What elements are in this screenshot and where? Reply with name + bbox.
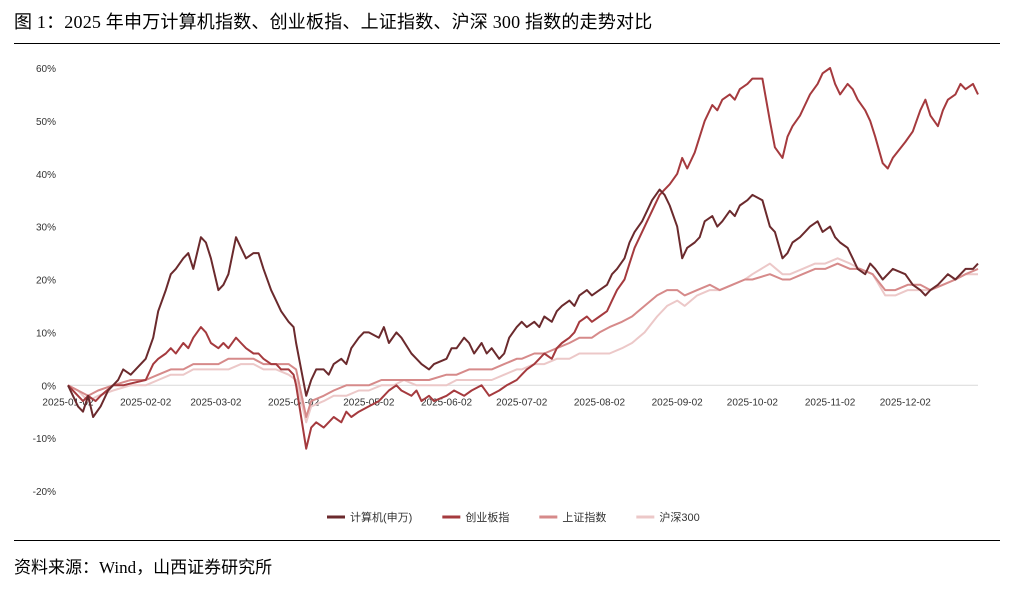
source-note: 资料来源：Wind，山西证券研究所 bbox=[14, 558, 273, 577]
x-tick-label: 2025-01-02 bbox=[42, 397, 94, 408]
x-tick-label: 2025-08-02 bbox=[574, 397, 626, 408]
y-tick-label: 40% bbox=[36, 170, 56, 181]
line-chart: -20%-10%0%10%20%30%40%50%60% 2025-01-02 2… bbox=[33, 64, 979, 524]
bottom-divider bbox=[14, 540, 1000, 541]
series-line-3 bbox=[67, 262, 979, 418]
series-line-4 bbox=[67, 257, 978, 424]
x-axis: 2025-01-02 2025-02-02 2025-03-02 2025-04-02… bbox=[42, 384, 978, 408]
y-tick-label: -20% bbox=[33, 487, 56, 498]
legend-item-2: 创业板指 bbox=[442, 510, 509, 524]
x-tick-label: 2025-12-02 bbox=[880, 397, 932, 408]
y-tick-label: 60% bbox=[36, 64, 56, 75]
legend-item-3: 上证指数 bbox=[539, 510, 606, 524]
legend-item-1: 计算机(申万) bbox=[327, 510, 412, 524]
legend-label: 计算机(申万) bbox=[350, 510, 412, 524]
x-tick-label: 2025-04-02 bbox=[268, 397, 320, 408]
x-tick-label: 2025-02-02 bbox=[120, 397, 172, 408]
x-tick-label: 2025-06-02 bbox=[421, 397, 473, 408]
legend-label: 沪深300 bbox=[659, 510, 699, 524]
x-tick-label: 2025-10-02 bbox=[727, 397, 779, 408]
x-tick-label: 2025-03-02 bbox=[190, 397, 242, 408]
y-tick-label: 0% bbox=[42, 381, 57, 392]
y-tick-label: -10% bbox=[33, 434, 56, 445]
x-tick-label: 2025-09-02 bbox=[652, 397, 704, 408]
legend-item-4: 沪深300 bbox=[636, 510, 700, 524]
legend: 计算机(申万) 创业板指 上证指数 沪深300 bbox=[327, 510, 700, 524]
legend-label: 上证指数 bbox=[562, 510, 606, 524]
y-tick-label: 10% bbox=[36, 328, 56, 339]
y-tick-label: 50% bbox=[36, 117, 56, 128]
figure-title: 图 1：2025 年申万计算机指数、创业板指、上证指数、沪深 300 指数的走势… bbox=[14, 12, 653, 32]
top-divider bbox=[14, 43, 1000, 44]
series-line-1 bbox=[67, 188, 979, 418]
x-tick-label: 2025-05-02 bbox=[343, 397, 395, 408]
y-axis: -20% -10% 0% 10% 20% 30% 40% 50% 60% bbox=[33, 64, 56, 498]
y-tick-label: 20% bbox=[36, 276, 56, 287]
x-tick-label: 2025-11-02 bbox=[805, 397, 856, 408]
x-tick-label: 2025-07-02 bbox=[496, 397, 548, 408]
y-tick-label: 30% bbox=[36, 223, 56, 234]
series-layer bbox=[67, 67, 979, 450]
series-line-2 bbox=[67, 67, 979, 450]
legend-label: 创业板指 bbox=[465, 510, 509, 524]
